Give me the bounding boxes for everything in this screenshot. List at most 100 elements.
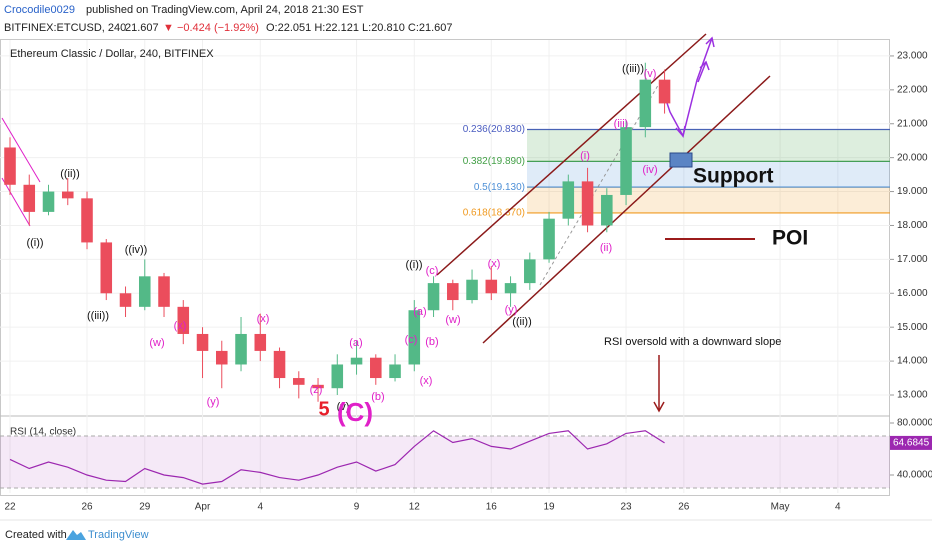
candle-body: [370, 357, 382, 379]
rsi-tick-label: 40.0000: [897, 470, 932, 481]
wave-label: ((ii)): [512, 316, 532, 328]
candle-body: [138, 276, 151, 307]
wave-label: ((iii)): [622, 63, 644, 75]
pane-title: Ethereum Classic / Dollar, 240, BITFINEX: [10, 48, 214, 60]
fib-label: 0.382(19.890): [463, 156, 525, 167]
last-price: 21.607: [125, 22, 159, 34]
candle-body: [196, 333, 209, 351]
candle-body: [4, 147, 16, 185]
candle-body: [254, 333, 267, 351]
target-box: [669, 152, 693, 168]
wave-label: (i): [580, 150, 590, 162]
y-tick-label: 23.000: [897, 51, 928, 62]
tv-logo: [66, 530, 86, 540]
x-tick-label: 4: [835, 502, 841, 513]
left-channel: [1, 117, 41, 183]
channel-lower: [482, 75, 771, 344]
candle-body: [293, 378, 305, 385]
x-tick-label: 29: [139, 502, 151, 513]
y-tick-label: 22.000: [897, 84, 928, 95]
footer-created: Created with: [5, 529, 67, 541]
wave-label: (c): [405, 334, 418, 346]
candle-body: [350, 357, 363, 365]
candle-body: [331, 364, 344, 389]
wave-label: (x): [488, 258, 501, 270]
y-tick-label: 19.000: [897, 186, 928, 197]
wave-label: (w): [445, 314, 460, 326]
wave-label: (iii): [614, 118, 629, 130]
candle-body: [389, 364, 401, 379]
wave-label: (c): [426, 265, 439, 277]
wave-label: (y): [207, 396, 220, 408]
y-tick-label: 21.000: [897, 118, 928, 129]
wave-label: (v): [337, 401, 350, 413]
candle-body: [42, 191, 55, 212]
wave-label: (b): [371, 391, 384, 403]
arrow-head: [675, 125, 686, 138]
wave-label: ((iv)): [125, 244, 148, 256]
projection-path: [697, 61, 707, 83]
rsi-last-label: 64.6845: [893, 438, 930, 449]
drawings: [1, 33, 771, 413]
candle-body: [504, 283, 517, 294]
arrow-head: [699, 60, 710, 71]
wave-label: ((ii)): [60, 168, 80, 180]
y-tick-label: 18.000: [897, 220, 928, 231]
y-tick-label: 17.000: [897, 254, 928, 265]
candle-body: [485, 279, 498, 294]
candle-body: [312, 384, 324, 389]
candle-body: [273, 350, 286, 379]
wave-label: ((i)): [405, 259, 422, 271]
x-tick-label: May: [771, 502, 790, 513]
y-tick-label: 15.000: [897, 322, 928, 333]
candle-body: [408, 310, 421, 365]
x-tick-label: 19: [543, 502, 555, 513]
rsi-band: [0, 436, 890, 488]
poi-label: POI: [772, 227, 808, 250]
candle-body: [61, 191, 74, 199]
candle-body: [216, 350, 228, 365]
candle-body: [543, 218, 555, 260]
y-tick-label: 16.000: [897, 288, 928, 299]
wave-label: (w): [149, 337, 164, 349]
footer-brand[interactable]: TradingView: [88, 529, 149, 541]
wave-label: 5: [318, 398, 329, 420]
candle-body: [581, 181, 594, 226]
fib-label: 0.5(19.130): [474, 182, 525, 193]
wave-label: (v): [644, 68, 657, 80]
candle-body: [466, 279, 478, 301]
published: published on TradingView.com, April 24, …: [86, 4, 364, 16]
wave-label: (y): [505, 304, 518, 316]
pane-frame: [0, 39, 890, 496]
wave-label: (b): [425, 336, 438, 348]
candle-body: [23, 184, 36, 212]
candle-body: [235, 333, 247, 365]
wave-label: (x): [174, 320, 187, 332]
x-tick-label: 12: [409, 502, 421, 513]
support-label: Support: [693, 165, 773, 188]
wave-label: (iv): [642, 164, 657, 176]
rsi-note: RSI oversold with a downward slope: [604, 336, 781, 348]
wave-label: (z): [310, 384, 323, 396]
candle-body: [658, 79, 671, 104]
rsi-title: RSI (14, close): [10, 427, 76, 438]
fib-zone: [527, 129, 890, 162]
wave-label: (ii): [600, 242, 612, 254]
arrow-head: [653, 401, 665, 413]
arrow-head: [705, 36, 715, 48]
x-tick-label: 9: [354, 502, 360, 513]
candle-body: [158, 276, 170, 307]
candle-body: [601, 194, 613, 226]
rsi-last-tag: [890, 435, 932, 450]
rsi-line: [9, 430, 665, 485]
candle-body: [447, 283, 459, 301]
wave-label: ((iii)): [87, 310, 109, 322]
x-tick-label: 16: [486, 502, 498, 513]
wave-label: (x): [420, 375, 433, 387]
wave-label: ((i)): [26, 237, 43, 249]
left-channel: [1, 177, 31, 227]
wave-label: (C): [337, 397, 373, 427]
candle-body: [562, 181, 575, 219]
author[interactable]: Crocodile0029: [4, 4, 75, 16]
